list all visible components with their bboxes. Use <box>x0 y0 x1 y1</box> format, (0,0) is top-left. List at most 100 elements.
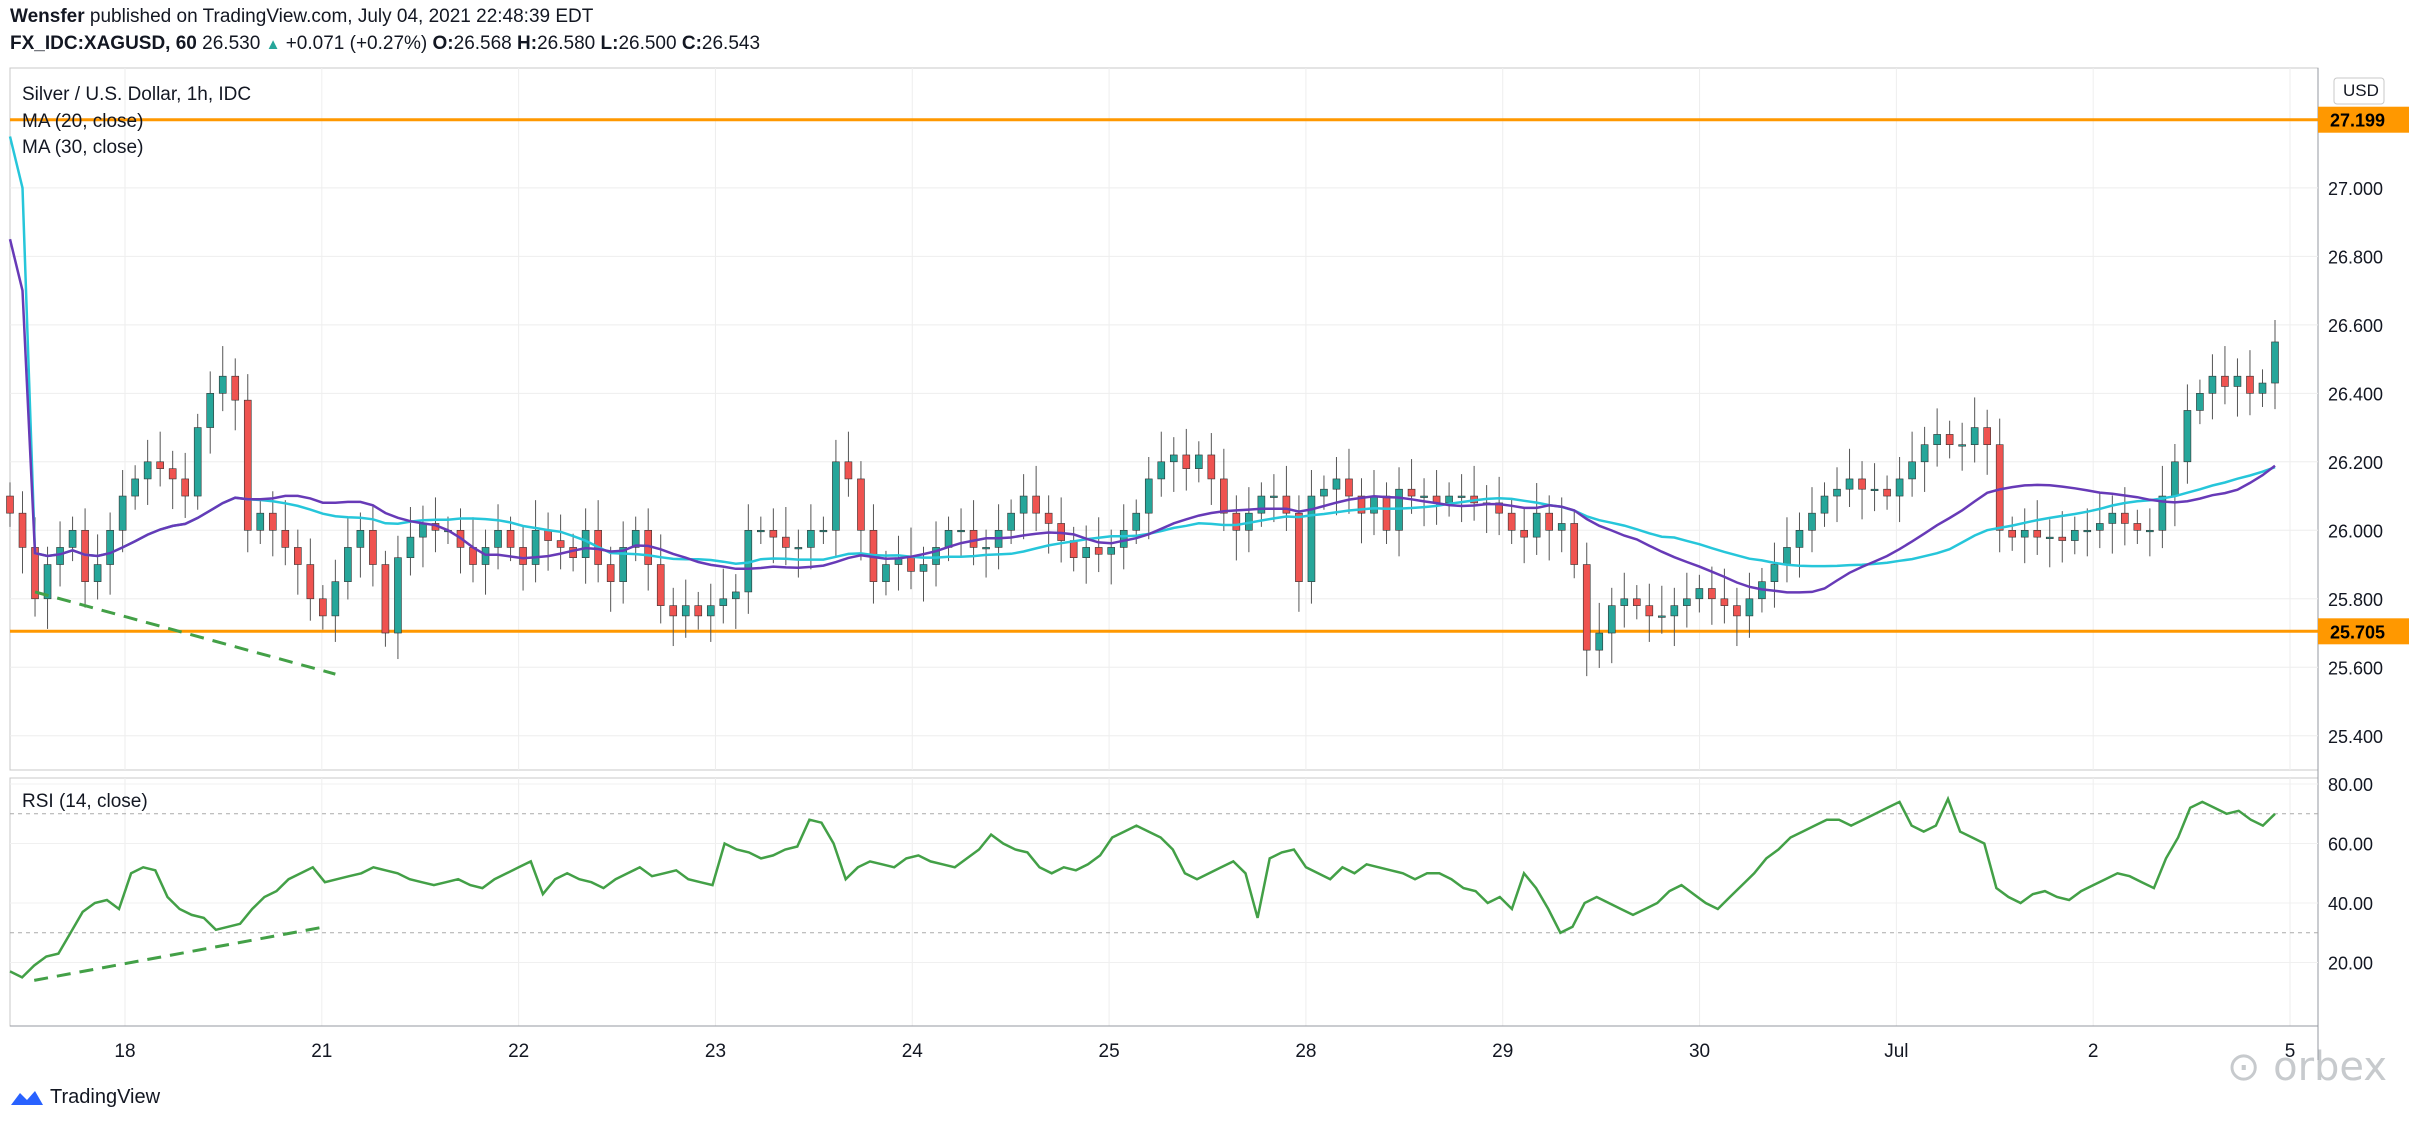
candle-body <box>2020 529 2029 538</box>
price-trendline <box>34 590 336 676</box>
candle-body <box>1883 488 1891 497</box>
candle-body <box>706 605 715 617</box>
candle-body <box>2271 341 2279 384</box>
low-label: L: <box>600 33 619 54</box>
candle-body <box>106 529 114 565</box>
tradingview-logo-icon <box>11 1090 43 1105</box>
candle-body <box>1107 547 1116 555</box>
candle-body <box>969 529 978 548</box>
publish-text: published on TradingView.com, July 04, 2… <box>89 6 594 27</box>
candle-body <box>1570 523 1579 565</box>
chart-title: Silver / U.S. Dollar, 1h, IDC <box>22 84 251 105</box>
candle-body <box>2208 375 2217 394</box>
candle-body <box>1695 588 1704 600</box>
candle-body <box>669 605 678 617</box>
tradingview-brand[interactable]: TradingView <box>10 1086 160 1109</box>
price-tick-label: 25.600 <box>2328 658 2383 678</box>
candle-body <box>2083 529 2092 533</box>
ohlc-bar: FX_IDC:XAGUSD, 60 26.530 ▲ +0.071 (+0.27… <box>10 33 760 55</box>
candle-body <box>1357 495 1366 514</box>
ma20-line <box>8 238 2276 594</box>
close-label: C: <box>681 33 702 54</box>
candle-body <box>2108 512 2117 524</box>
candle-body <box>1257 495 1266 514</box>
x-tick-label: 21 <box>311 1041 332 1062</box>
author-name: Wensfer <box>10 6 85 27</box>
ma30-line <box>8 136 2276 568</box>
candle-body <box>656 564 665 606</box>
x-tick-label: 28 <box>1295 1041 1316 1062</box>
candle-body <box>1182 454 1191 469</box>
candle-body <box>1119 529 1128 548</box>
candle-body <box>56 547 64 565</box>
brand-name: TradingView <box>50 1086 161 1108</box>
rsi-tick-label: 60.00 <box>2328 835 2373 855</box>
candle-body <box>1044 512 1053 524</box>
candle-body <box>719 598 728 606</box>
candle-body <box>1970 427 1979 445</box>
publish-info: Wensfer published on TradingView.com, Ju… <box>10 6 593 28</box>
candle-body <box>907 557 915 572</box>
candle-body <box>1920 444 1929 463</box>
candle-body <box>2183 410 2192 463</box>
candle-body <box>419 523 427 538</box>
candle-body <box>1019 495 1028 514</box>
candle-body <box>694 605 703 617</box>
candle-body <box>832 461 840 531</box>
price-tick-label: 25.800 <box>2328 590 2383 610</box>
price-change: +0.071 (+0.27%) <box>285 33 428 54</box>
candle-body <box>531 529 540 565</box>
candle-body <box>844 461 853 480</box>
candle-body <box>369 529 377 565</box>
candle-body <box>2258 382 2267 394</box>
last-price: 26.530 <box>202 33 261 54</box>
x-tick-label: 29 <box>1492 1041 1513 1062</box>
candle-body <box>131 478 139 497</box>
candle-body <box>606 564 615 582</box>
candle-body <box>1094 547 1103 555</box>
candle-body <box>1945 434 1954 445</box>
candle-body <box>1445 495 1453 504</box>
candle-body <box>2045 536 2054 539</box>
ma-legend-entry: MA (20, close) <box>22 111 143 132</box>
open-label: O: <box>432 33 454 54</box>
candle-body <box>143 461 152 480</box>
low-value: 26.500 <box>618 33 677 54</box>
candle-body <box>1620 598 1629 606</box>
candle-body <box>218 375 227 394</box>
candle-body <box>1808 512 1816 531</box>
candle-body <box>1658 615 1666 618</box>
candle-body <box>631 529 640 548</box>
candle-body <box>344 547 352 582</box>
candle-body <box>1795 529 1804 548</box>
candle-body <box>519 547 527 565</box>
candle-body <box>306 564 315 600</box>
candle-body <box>1820 495 1829 514</box>
candle-body <box>1557 523 1566 531</box>
candle-body <box>2133 523 2142 531</box>
x-tick-label: 5 <box>2285 1041 2296 1062</box>
candle-body <box>1733 605 1741 617</box>
candle-body <box>794 547 803 550</box>
candle-body <box>1870 488 1879 492</box>
level-price-tag <box>2318 618 2409 645</box>
price-tick-label: 27.000 <box>2328 179 2383 199</box>
candle-body <box>256 512 265 531</box>
candle-body <box>1833 488 1841 497</box>
candle-body <box>556 540 565 548</box>
price-tick-label: 25.400 <box>2328 727 2383 747</box>
candle-body <box>319 598 327 617</box>
candle-body <box>769 529 778 538</box>
candle-body <box>1783 547 1791 565</box>
candle-body <box>268 512 277 531</box>
candle-body <box>1507 512 1516 531</box>
candle-body <box>1770 564 1779 582</box>
candle-body <box>857 478 865 531</box>
candle-body <box>6 495 14 514</box>
candle-body <box>331 581 340 617</box>
candle-body <box>932 547 940 565</box>
candle-body <box>957 529 965 533</box>
candle-body <box>1645 605 1654 617</box>
candle-body <box>2033 529 2042 538</box>
